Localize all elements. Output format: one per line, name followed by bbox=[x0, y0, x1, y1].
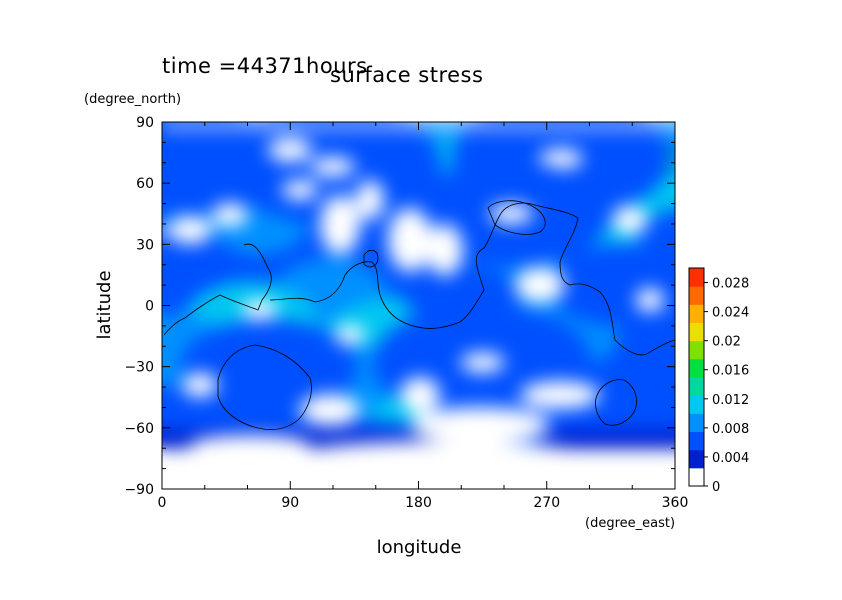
colorbar-swatch-3 bbox=[689, 413, 704, 432]
field-hole-20 bbox=[282, 180, 318, 200]
colorbar-tick-label-6: 0.004 bbox=[712, 451, 749, 466]
continent-outline-africa bbox=[163, 243, 272, 336]
colorbar-tick-label-5: 0.008 bbox=[712, 422, 749, 437]
chart-title: surface stress bbox=[330, 63, 483, 87]
continent-outline-south-2 bbox=[595, 379, 637, 426]
field-hole-6 bbox=[242, 300, 278, 320]
field-hole-10 bbox=[636, 288, 664, 312]
continent-outline-north bbox=[487, 200, 546, 235]
field-hole-11 bbox=[182, 373, 218, 397]
hotspot-7-ring-2 bbox=[404, 264, 519, 326]
hotspot-4-peak bbox=[460, 352, 505, 373]
field-hole-15 bbox=[520, 381, 600, 409]
field-hole-3 bbox=[388, 208, 432, 272]
hotspot-5-ring-2 bbox=[180, 319, 358, 414]
field-hole-13 bbox=[400, 377, 440, 413]
colorbar-tick-label-3: 0.016 bbox=[712, 364, 749, 379]
field-hole-8 bbox=[515, 267, 565, 303]
x-tick-label-1: 90 bbox=[281, 495, 299, 511]
y-axis-title: latitude bbox=[94, 270, 115, 339]
colorbar-tick-label-0: 0.028 bbox=[712, 277, 749, 292]
field-hole-9 bbox=[612, 206, 648, 234]
colorbar-swatch-2 bbox=[689, 431, 704, 451]
continent-outline-island bbox=[363, 249, 379, 268]
plot-area bbox=[162, 122, 675, 489]
hotspot-1-peak bbox=[311, 156, 355, 177]
y-tick-label-2: 30 bbox=[136, 237, 154, 253]
hotspot-2-peak bbox=[539, 148, 583, 169]
time-label: time =44371hours bbox=[162, 54, 368, 78]
axes: 0 90 180 270 360 90 60 30 0 −30 −60 −90 bbox=[124, 115, 688, 511]
field-hole-4 bbox=[427, 224, 463, 276]
y-tick-label-3: 0 bbox=[145, 299, 154, 315]
y-tick-label-4: −30 bbox=[124, 360, 154, 376]
colorbar-tick-label-1: 0.024 bbox=[712, 306, 749, 321]
x-axis-unit: (degree_east) bbox=[585, 516, 675, 531]
field-hole-12 bbox=[300, 394, 360, 426]
colorbar: 0.028 0.024 0.02 0.016 0.012 0.008 0.004 0 bbox=[688, 267, 749, 495]
colorbar-swatch-5 bbox=[689, 377, 704, 396]
y-axis-unit: (degree_north) bbox=[84, 92, 181, 107]
x-tick-label-0: 0 bbox=[158, 495, 167, 511]
continent-outline-south-1 bbox=[217, 344, 312, 430]
colorbar-swatch-8 bbox=[689, 322, 704, 342]
colorbar-frame bbox=[688, 267, 705, 487]
y-tick-label-1: 60 bbox=[136, 176, 154, 192]
y-tick-label-6: −90 bbox=[124, 482, 154, 498]
colorbar-swatch-7 bbox=[689, 340, 704, 360]
x-axis-title: longitude bbox=[377, 537, 462, 558]
field-hole-5 bbox=[268, 138, 312, 162]
colorbar-swatch-9 bbox=[689, 304, 704, 323]
stress-field bbox=[162, 122, 675, 489]
field-hole-0 bbox=[168, 216, 212, 244]
colorbar-swatch-4 bbox=[689, 395, 704, 414]
x-tick-label-4: 360 bbox=[662, 495, 689, 511]
hotspot-3-peak bbox=[489, 203, 534, 224]
colorbar-tick-label-7: 0 bbox=[712, 480, 720, 495]
colorbar-swatch-6 bbox=[689, 358, 704, 378]
field-hole-14 bbox=[410, 407, 550, 443]
field-hole-21 bbox=[356, 180, 384, 220]
colorbar-swatch-10 bbox=[689, 286, 704, 305]
continent-outline-asia bbox=[269, 202, 675, 356]
field-hole-2 bbox=[320, 195, 360, 255]
colorbar-swatch-0 bbox=[689, 467, 704, 487]
colorbar-swatch-11 bbox=[689, 268, 704, 287]
x-tick-label-3: 270 bbox=[533, 495, 560, 511]
colorbar-tick-label-2: 0.02 bbox=[712, 335, 741, 350]
y-tick-label-0: 90 bbox=[136, 115, 154, 131]
y-tick-label-5: −60 bbox=[124, 421, 154, 437]
continent-outlines bbox=[163, 200, 675, 430]
field-hole-7 bbox=[335, 325, 365, 345]
field-hole-1 bbox=[212, 203, 248, 227]
colorbar-swatch-1 bbox=[689, 449, 704, 469]
colorbar-tick-label-4: 0.012 bbox=[712, 393, 749, 408]
x-tick-label-2: 180 bbox=[405, 495, 432, 511]
